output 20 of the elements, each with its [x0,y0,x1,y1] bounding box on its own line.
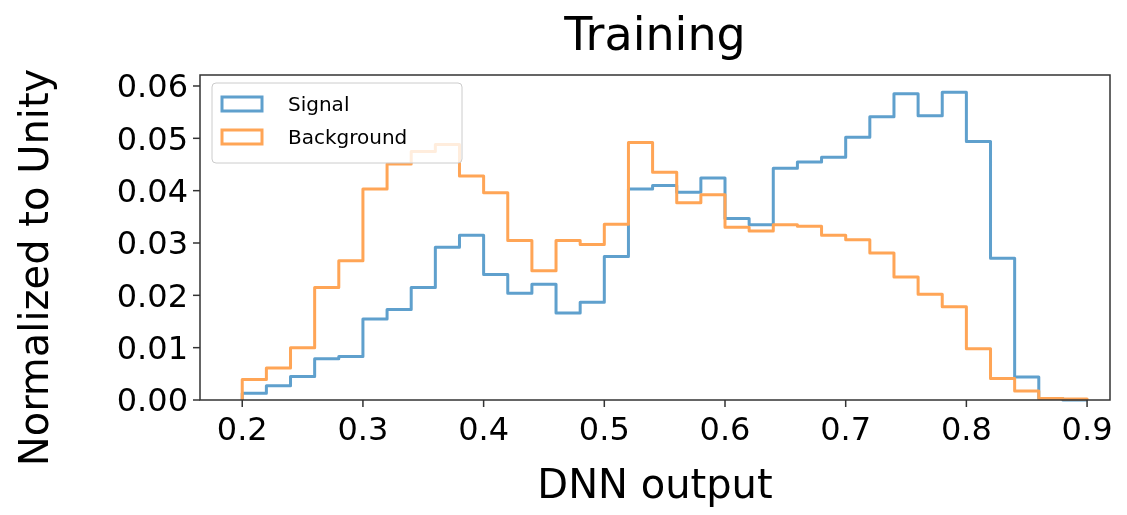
x-tick-label: 0.2 [216,410,268,448]
legend-label: Background [288,125,408,149]
x-tick-label: 0.6 [699,410,751,448]
x-axis-title: DNN output [537,461,773,507]
y-tick-label: 0.01 [116,328,188,367]
x-tick-label: 0.3 [337,410,389,448]
x-tick-label: 0.8 [940,410,992,448]
x-tick-label: 0.4 [458,410,510,448]
y-tick-label: 0.03 [116,224,188,263]
y-tick-label: 0.05 [116,119,188,158]
y-tick-label: 0.04 [116,171,188,210]
legend-label: Signal [288,92,350,116]
x-tick-label: 0.7 [820,410,872,448]
y-tick-label: 0.02 [116,276,188,315]
y-tick-label: 0.06 [116,67,188,106]
y-axis-title: Normalized to Unity [11,68,57,467]
x-tick-label: 0.5 [578,410,630,448]
x-tick-label: 0.9 [1061,410,1113,448]
y-tick-label: 0.00 [116,381,188,420]
chart-title: Training [563,7,746,61]
